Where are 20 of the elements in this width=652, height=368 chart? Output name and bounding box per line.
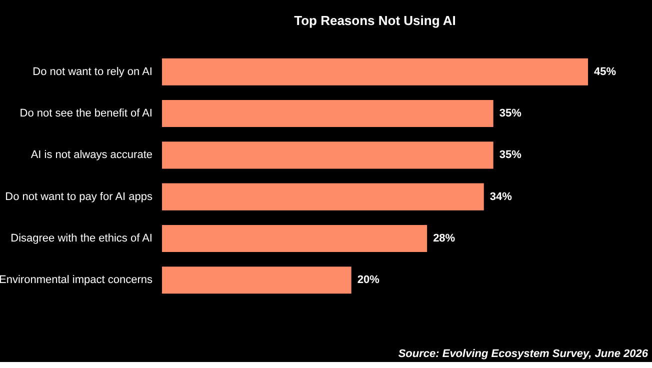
y-tick-label: Disagree with the ethics of AI bbox=[10, 232, 152, 244]
data-label: 35% bbox=[499, 108, 522, 120]
data-label: 28% bbox=[433, 232, 456, 244]
bar bbox=[162, 100, 494, 128]
source-note: Source: Evolving Ecosystem Survey, June 2026 bbox=[398, 348, 649, 360]
y-tick-label: Do not want to rely on AI bbox=[32, 66, 152, 78]
bar bbox=[162, 266, 352, 294]
bar bbox=[162, 183, 484, 210]
y-tick-label: Environmental impact concerns bbox=[0, 274, 153, 286]
data-label: 45% bbox=[594, 66, 616, 78]
bar bbox=[162, 224, 428, 252]
y-tick-label: AI is not always accurate bbox=[30, 149, 152, 162]
bar bbox=[162, 58, 588, 86]
y-tick-label: Do not see the benefit of AI bbox=[20, 108, 152, 120]
chart-title: Top Reasons Not Using AI bbox=[294, 13, 456, 28]
y-tick-label: Do not want to pay for AI apps bbox=[5, 190, 153, 203]
data-label: 35% bbox=[499, 149, 522, 162]
data-label: 34% bbox=[490, 190, 512, 203]
bar bbox=[162, 142, 494, 169]
data-label: 20% bbox=[357, 274, 380, 286]
